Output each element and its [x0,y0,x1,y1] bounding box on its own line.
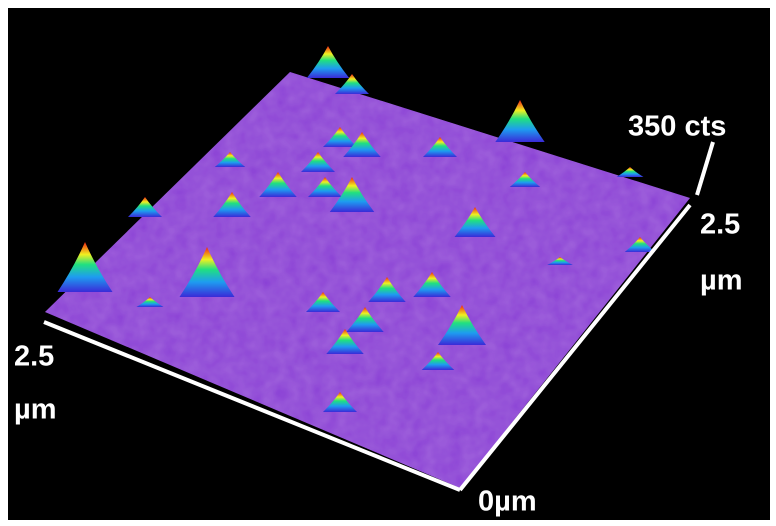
axes [43,141,715,492]
z-max-label: 350 cts [628,111,726,143]
peak [57,242,113,292]
peak [306,46,350,78]
peak [329,177,375,212]
x-axis-unit: µm [14,394,57,426]
peak [509,172,541,187]
x-axis-line [43,320,461,492]
peak [346,307,384,332]
peak [423,137,457,157]
peaks [57,46,656,412]
peak [323,392,357,412]
peak [343,132,381,157]
peak [179,247,235,297]
peak [438,305,486,345]
peak [323,127,357,147]
peak [413,272,451,297]
peak [136,297,164,307]
x-axis-label: 2.5 [14,341,54,373]
peak [301,152,335,172]
peak [213,192,251,217]
y-axis-unit: µm [700,265,743,297]
peak [128,197,162,217]
origin-label: 0µm [478,486,537,518]
peak [368,277,406,302]
peak [308,177,342,197]
peak [616,167,644,177]
peak [259,172,297,197]
peak [306,292,340,312]
y-axis-label: 2.5 [700,209,740,241]
peak [495,100,545,142]
surface [45,72,690,488]
peak [326,329,364,354]
peak [624,237,656,252]
z-axis-line [695,141,715,196]
y-axis-line [458,203,692,492]
peak [214,152,246,167]
peak [547,257,573,265]
peak [335,74,369,94]
peak [454,207,496,237]
peak [421,352,455,370]
